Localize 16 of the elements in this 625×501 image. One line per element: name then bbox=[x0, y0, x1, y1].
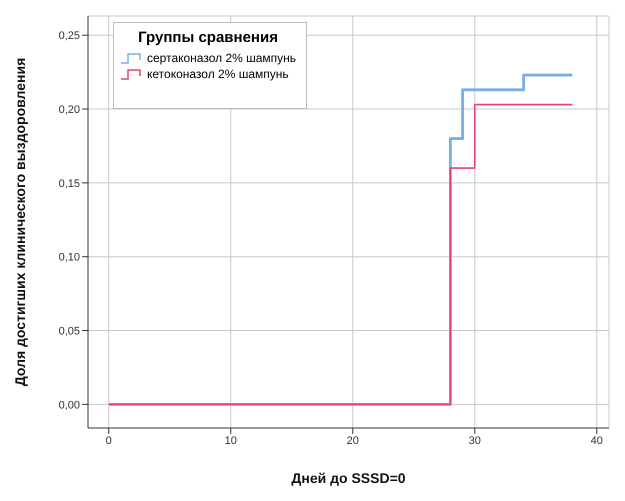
legend-label: кетоконазол 2% шампунь bbox=[147, 66, 289, 82]
y-tick-label: 0,20 bbox=[58, 104, 80, 116]
y-axis-title: Доля достигших клинического выздоровления bbox=[12, 58, 28, 386]
y-tick-label: 0,15 bbox=[58, 178, 80, 190]
x-tick-label: 40 bbox=[590, 434, 603, 447]
x-tick-label: 30 bbox=[468, 434, 481, 447]
legend-title: Группы сравнения bbox=[137, 29, 279, 46]
y-tick-label: 0,10 bbox=[58, 252, 80, 264]
legend-label: сертаконазол 2% шампунь bbox=[147, 50, 296, 66]
y-tick-label: 0,05 bbox=[58, 325, 80, 338]
x-tick-label: 10 bbox=[224, 434, 237, 447]
x-tick-label: 20 bbox=[346, 434, 359, 447]
x-tick-label: 0 bbox=[106, 434, 112, 447]
y-tick-label: 0,25 bbox=[58, 30, 80, 42]
y-tick-label: 0,00 bbox=[58, 399, 80, 412]
x-axis-title: Дней до SSSD=0 bbox=[291, 470, 406, 486]
